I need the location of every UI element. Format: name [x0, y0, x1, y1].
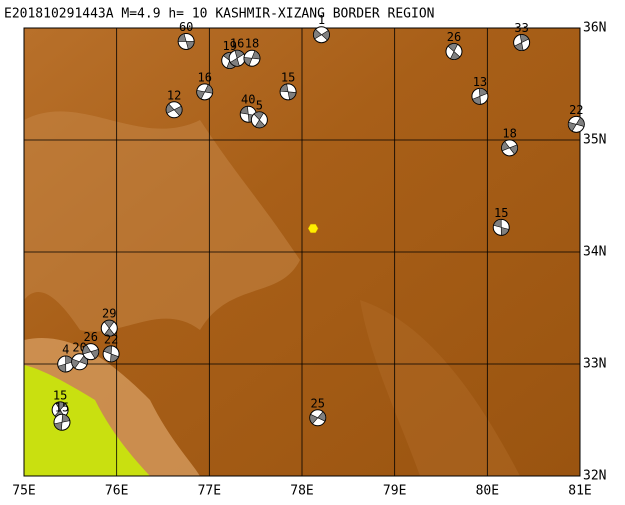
- depth-label: 16: [230, 37, 244, 51]
- grid: [23, 27, 581, 477]
- compression-quadrant: [103, 345, 120, 363]
- compression-quadrant: [82, 344, 100, 359]
- depth-label: 60: [179, 20, 193, 34]
- depth-label: 1: [318, 13, 325, 27]
- focal-mechanism: 15: [53, 401, 71, 431]
- x-tick-label: 75E: [12, 484, 35, 499]
- compression-quadrant: [567, 117, 585, 132]
- depth-label: 26: [447, 30, 461, 44]
- depth-label: 33: [514, 21, 528, 35]
- focal-mechanism: 22: [102, 332, 120, 363]
- focal-mechanism: 60: [177, 20, 195, 50]
- compression-quadrant: [313, 28, 330, 41]
- depth-label: 4: [62, 343, 69, 357]
- epicenter: [307, 223, 319, 234]
- depth-label: 18: [245, 37, 259, 51]
- focal-mechanism: 18: [243, 37, 261, 67]
- depth-label: 26: [83, 330, 97, 344]
- focal-mechanism: 26: [445, 30, 463, 61]
- focal-mechanism: 22: [567, 103, 585, 133]
- compression-quadrant: [447, 43, 461, 60]
- focal-mechanism: 1: [312, 13, 330, 44]
- focal-mechanism: 15: [492, 206, 510, 236]
- x-tick-label: 77E: [198, 484, 221, 499]
- depth-label: 40: [241, 93, 255, 107]
- focal-mechanism: 18: [501, 126, 519, 157]
- compression-quadrant: [177, 33, 195, 50]
- focal-mechanism: 15: [279, 70, 297, 101]
- y-tick-label: 32N: [583, 469, 606, 484]
- terrain-low: [24, 111, 300, 332]
- focal-mechanism: 29: [100, 307, 118, 337]
- focal-mechanism: 25: [309, 396, 327, 427]
- compression-quadrant: [472, 88, 488, 105]
- focal-mechanism: 15: [51, 388, 69, 419]
- focal-mechanism: 5: [250, 98, 268, 129]
- compression-quadrant: [103, 319, 115, 337]
- depth-label: 15: [281, 70, 295, 84]
- x-tick-label: 79E: [383, 484, 406, 499]
- x-tick-label: 76E: [105, 484, 128, 499]
- depth-label: 22: [569, 103, 583, 117]
- focal-mechanism: 33: [513, 21, 531, 52]
- depth-label: 15: [494, 206, 508, 220]
- depth-label: 12: [167, 88, 181, 102]
- lowland: [24, 365, 150, 476]
- focal-mechanism: 16: [196, 70, 214, 101]
- depth-label: 16: [197, 70, 211, 84]
- compression-quadrant: [309, 411, 327, 425]
- compression-quadrant: [53, 413, 71, 431]
- depth-label: 29: [102, 307, 116, 321]
- compression-quadrant: [493, 219, 510, 236]
- x-tick-label: 80E: [476, 484, 499, 499]
- focal-mechanism: 26: [82, 330, 100, 361]
- y-tick-label: 33N: [583, 357, 606, 372]
- compression-quadrant: [243, 50, 261, 67]
- compression-quadrant: [229, 49, 245, 67]
- terrain-low: [360, 300, 520, 476]
- x-tick-label: 81E: [568, 484, 591, 499]
- compression-quadrant: [279, 83, 297, 101]
- x-tick-label: 78E: [290, 484, 313, 499]
- y-tick-label: 35N: [583, 133, 606, 148]
- compression-quadrant: [165, 103, 183, 117]
- focal-mechanism: 12: [165, 88, 183, 119]
- depth-label: 22: [104, 332, 118, 346]
- focal-mechanism: 13: [471, 75, 489, 105]
- map-title: E201810291443A M=4.9 h= 10 KASHMIR-XIZAN…: [4, 7, 434, 22]
- compression-quadrant: [514, 34, 530, 51]
- depth-label: 5: [256, 98, 263, 112]
- y-tick-label: 36N: [583, 21, 606, 36]
- depth-label: 15: [55, 401, 69, 415]
- y-tick-label: 34N: [583, 245, 606, 260]
- compression-quadrant: [196, 84, 213, 100]
- depth-label: 15: [53, 388, 67, 402]
- compression-quadrant: [253, 111, 266, 129]
- depth-label: 13: [473, 75, 487, 89]
- map-frame: [23, 27, 581, 477]
- depth-label: 18: [502, 126, 516, 140]
- compression-quadrant: [501, 141, 518, 155]
- depth-label: 25: [311, 396, 325, 410]
- depth-label: 19: [222, 39, 236, 53]
